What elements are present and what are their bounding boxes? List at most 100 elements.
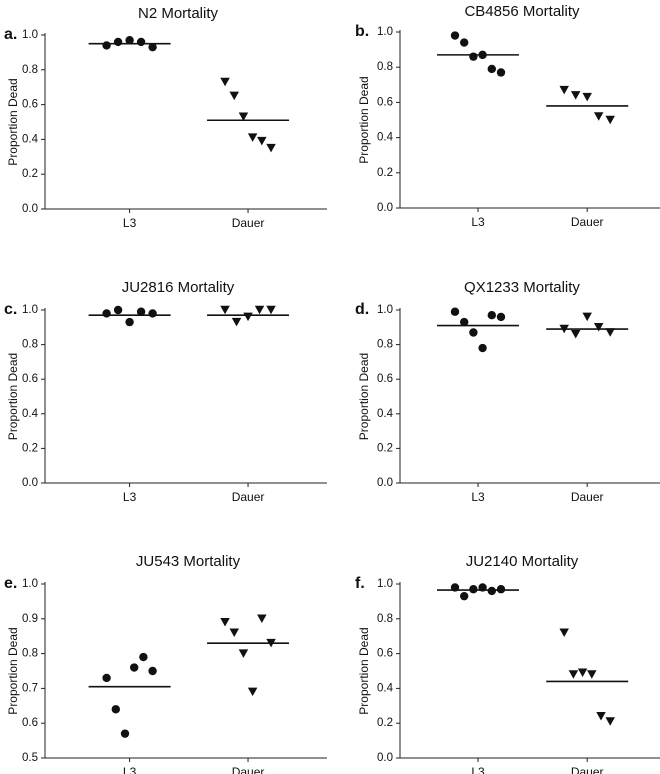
data-point-l3	[496, 312, 506, 322]
y-tick-label: 1.0	[377, 304, 393, 316]
y-tick-label: 1.0	[22, 29, 38, 41]
y-tick-label: 0.8	[377, 613, 393, 625]
data-point-l3	[496, 585, 506, 594]
y-tick-label: 0.6	[377, 96, 393, 108]
y-tick-label: 0.5	[22, 752, 38, 764]
data-point-dauer	[231, 317, 242, 327]
chart-title: CB4856 Mortality	[464, 3, 580, 20]
data-point-dauer	[570, 91, 581, 100]
y-tick-label: 0.6	[22, 717, 38, 729]
y-tick-label: 0.0	[22, 203, 38, 215]
data-point-l3	[113, 37, 123, 47]
data-point-dauer	[605, 115, 615, 125]
data-point-l3	[113, 305, 123, 315]
y-tick-label: 0.4	[377, 408, 394, 420]
y-tick-label: 0.4	[377, 682, 394, 694]
data-point-l3	[125, 36, 134, 45]
panel-5: JU543 Mortality e. Proportion Dead 0.5 0.6 0.…	[4, 553, 327, 774]
y-tick-label: 0.7	[22, 682, 38, 694]
data-point-dauer	[254, 305, 265, 315]
y-axis-label: Proportion Dead	[6, 627, 20, 714]
data-point-l3	[102, 309, 111, 318]
data-point-l3	[487, 64, 496, 74]
y-tick-label: 0.2	[377, 442, 393, 454]
data-point-dauer	[243, 312, 253, 322]
data-point-dauer	[582, 92, 592, 102]
data-point-l3	[136, 307, 146, 316]
data-point-l3	[460, 38, 469, 47]
y-tick-label: 0.4	[22, 133, 39, 145]
x-tick-label: Dauer	[232, 490, 265, 504]
y-tick-label: 0.4	[377, 132, 394, 144]
y-tick-label: 0.0	[377, 477, 393, 489]
x-tick-label: L3	[471, 215, 485, 229]
data-point-dauer	[587, 670, 597, 679]
data-point-l3	[148, 309, 157, 318]
data-point-l3	[102, 41, 111, 50]
panel-6: JU2140 Mortality f. Proportion Dead 0.0 0.2 0…	[355, 553, 660, 774]
x-tick-label: L3	[123, 765, 137, 774]
data-point-l3	[111, 705, 121, 714]
data-point-dauer	[559, 628, 569, 637]
data-point-dauer	[593, 112, 604, 121]
y-tick-label: 0.6	[377, 648, 393, 660]
y-tick-label: 0.8	[22, 64, 38, 76]
data-point-dauer	[577, 668, 588, 677]
x-tick-label: L3	[123, 216, 137, 230]
data-point-l3	[469, 52, 478, 61]
chart-title: JU2140 Mortality	[466, 553, 579, 570]
data-point-l3	[450, 31, 460, 40]
data-point-l3	[450, 307, 460, 316]
x-tick-label: Dauer	[571, 765, 604, 774]
y-axis-label: Proportion Dead	[357, 76, 371, 163]
y-tick-label: 0.0	[377, 752, 393, 764]
data-point-l3	[148, 666, 157, 676]
data-point-l3	[139, 652, 148, 662]
panel-label: c.	[4, 301, 17, 318]
y-tick-label: 0.8	[377, 339, 393, 351]
y-tick-label: 0.6	[377, 373, 393, 385]
data-point-l3	[102, 673, 111, 683]
data-point-l3	[120, 729, 130, 738]
y-axis-label: Proportion Dead	[357, 627, 371, 714]
y-tick-label: 0.8	[377, 61, 393, 73]
y-tick-label: 0.8	[22, 339, 38, 351]
data-point-l3	[136, 37, 146, 47]
data-point-l3	[496, 68, 506, 77]
y-tick-label: 0.8	[22, 648, 38, 660]
y-tick-label: 1.0	[377, 26, 393, 38]
data-point-dauer	[582, 312, 592, 322]
y-axis-label: Proportion Dead	[6, 78, 20, 165]
panel-label: e.	[4, 575, 17, 592]
data-point-l3	[487, 586, 496, 596]
y-tick-label: 0.0	[377, 202, 393, 214]
panel-label: d.	[355, 301, 369, 318]
data-point-dauer	[568, 670, 579, 679]
data-point-dauer	[220, 618, 230, 627]
data-point-dauer	[605, 717, 615, 726]
panel-label: a.	[4, 26, 17, 43]
panel-3: JU2816 Mortality c. Proportion Dead 0.0 0.2 0…	[4, 279, 327, 504]
data-point-l3	[478, 343, 487, 353]
y-tick-label: 1.0	[377, 578, 393, 590]
x-tick-label: L3	[123, 490, 137, 504]
data-point-dauer	[229, 628, 239, 637]
data-point-dauer	[257, 136, 267, 146]
y-tick-label: 0.4	[22, 408, 39, 420]
panel-label: b.	[355, 23, 369, 40]
data-point-dauer	[247, 133, 258, 142]
data-point-l3	[487, 310, 496, 320]
x-tick-label: Dauer	[571, 215, 604, 229]
y-axis-label: Proportion Dead	[6, 353, 20, 440]
x-tick-label: L3	[471, 765, 485, 774]
data-point-dauer	[593, 323, 604, 332]
panel-4: QX1233 Mortality d. Proportion Dead 0.0 0.2 0…	[355, 279, 660, 504]
y-tick-label: 0.0	[22, 477, 38, 489]
data-point-l3	[469, 585, 478, 594]
data-point-dauer	[238, 649, 249, 658]
data-point-dauer	[247, 687, 258, 697]
panel-label: f.	[355, 575, 365, 592]
panel-2: CB4856 Mortality b. Proportion Dead 0.0 0.2 0…	[355, 3, 660, 229]
y-tick-label: 0.6	[22, 99, 38, 111]
